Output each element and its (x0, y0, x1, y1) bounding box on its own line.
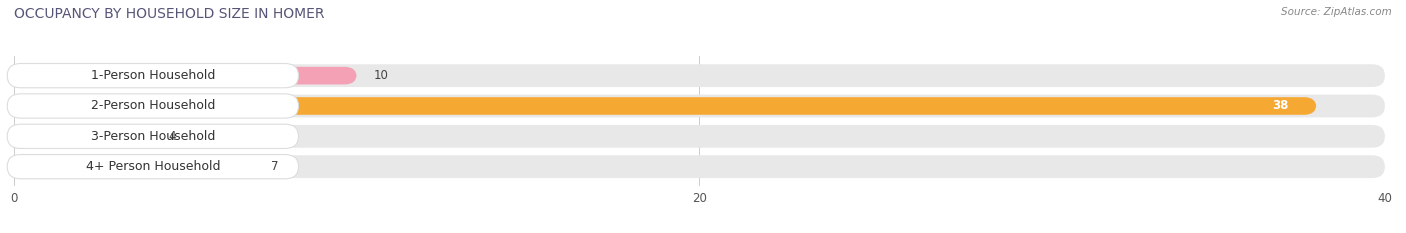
Text: 7: 7 (271, 160, 278, 173)
FancyBboxPatch shape (14, 158, 254, 175)
FancyBboxPatch shape (14, 64, 1385, 87)
Text: 38: 38 (1272, 99, 1289, 113)
Text: OCCUPANCY BY HOUSEHOLD SIZE IN HOMER: OCCUPANCY BY HOUSEHOLD SIZE IN HOMER (14, 7, 325, 21)
FancyBboxPatch shape (14, 67, 357, 84)
Text: 4: 4 (169, 130, 176, 143)
FancyBboxPatch shape (14, 125, 1385, 148)
Text: 2-Person Household: 2-Person Household (90, 99, 215, 113)
FancyBboxPatch shape (7, 154, 298, 179)
FancyBboxPatch shape (14, 97, 1316, 115)
Text: 4+ Person Household: 4+ Person Household (86, 160, 221, 173)
Text: 3-Person Household: 3-Person Household (90, 130, 215, 143)
Text: 10: 10 (374, 69, 389, 82)
FancyBboxPatch shape (7, 124, 298, 148)
FancyBboxPatch shape (14, 95, 1385, 117)
FancyBboxPatch shape (14, 155, 1385, 178)
FancyBboxPatch shape (7, 94, 298, 118)
FancyBboxPatch shape (7, 64, 298, 88)
FancyBboxPatch shape (14, 127, 152, 145)
Text: 1-Person Household: 1-Person Household (90, 69, 215, 82)
Text: Source: ZipAtlas.com: Source: ZipAtlas.com (1281, 7, 1392, 17)
